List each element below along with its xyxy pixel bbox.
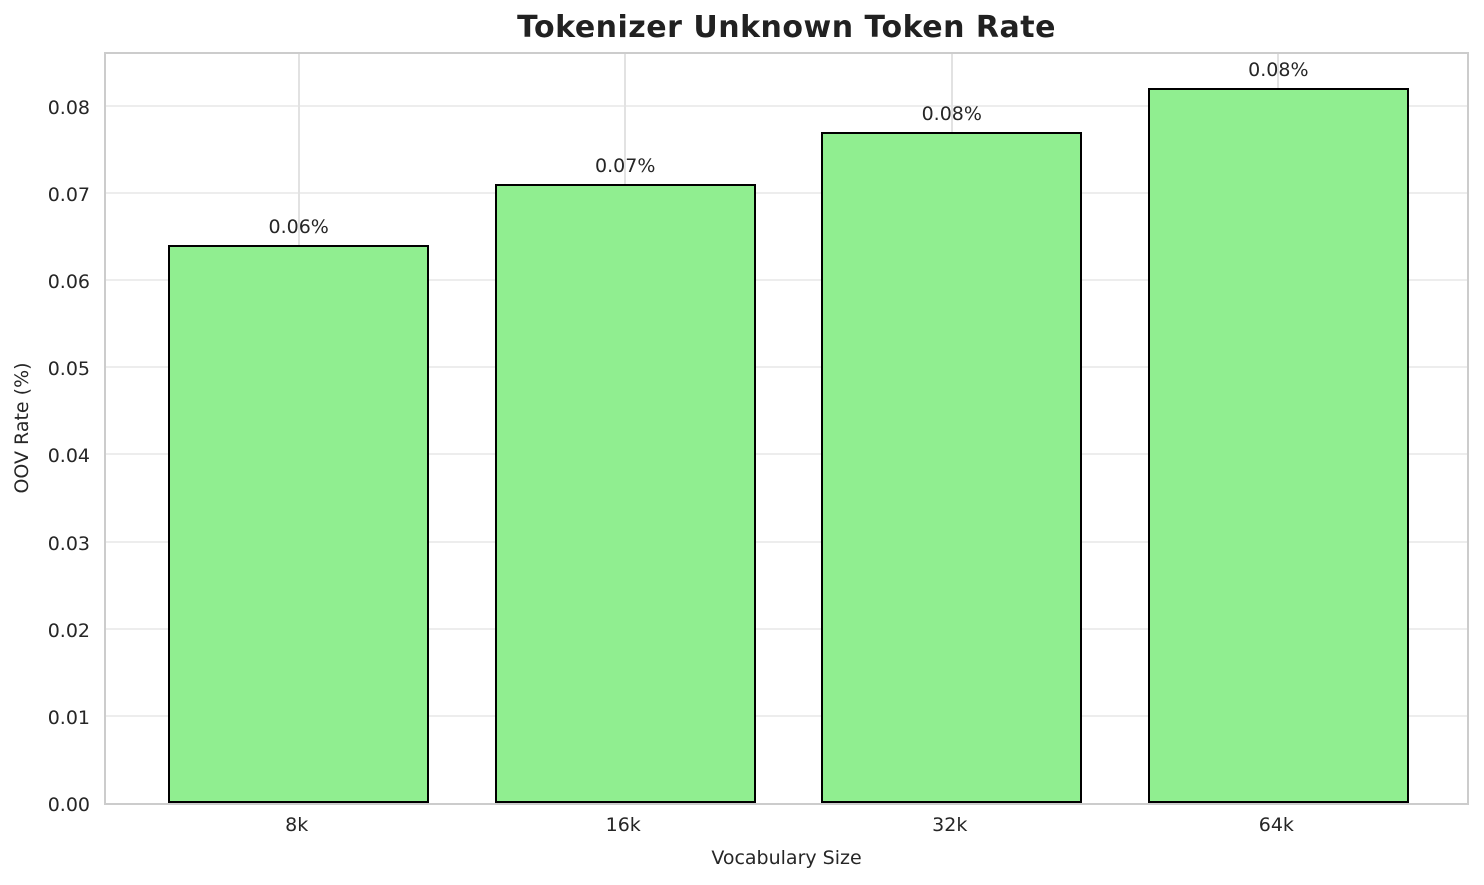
y-tick-label: 0.01 [47, 706, 90, 729]
y-gridline [106, 540, 1467, 543]
y-tick-label: 0.02 [47, 619, 90, 642]
bar-value-label: 0.08% [921, 102, 982, 125]
y-tick-label: 0.04 [47, 445, 90, 468]
plot-area: 0.06% 0.07% 0.08% 0.08% [104, 52, 1469, 805]
y-gridline [106, 714, 1467, 717]
y-gridline [106, 279, 1467, 282]
y-tick-label: 0.00 [47, 794, 90, 816]
bar-value-label: 0.06% [268, 216, 329, 239]
y-gridline [106, 366, 1467, 369]
y-tick-label: 0.07 [47, 183, 90, 206]
x-tick-label: 64k [1258, 814, 1294, 836]
y-tick-label: 0.06 [47, 271, 90, 294]
y-gridline [106, 453, 1467, 456]
x-tick-label: 32k [932, 814, 968, 836]
x-axis-label: Vocabulary Size [711, 847, 862, 869]
bar-32k [821, 131, 1083, 803]
y-gridline [106, 191, 1467, 194]
bar-16k [494, 184, 756, 803]
y-axis-label: OOV Rate (%) [11, 362, 33, 494]
bar-value-label: 0.08% [1248, 59, 1309, 82]
bar-8k [168, 245, 430, 803]
x-tick-label: 8k [285, 814, 309, 836]
chart-title: Tokenizer Unknown Token Rate [517, 10, 1056, 45]
y-gridline [106, 627, 1467, 630]
y-tick-label: 0.05 [47, 358, 90, 381]
x-tick-label: 16k [605, 814, 641, 836]
bar-value-label: 0.07% [595, 155, 656, 178]
y-tick-label: 0.08 [47, 96, 90, 119]
y-tick-label: 0.03 [47, 532, 90, 555]
y-gridline [106, 104, 1467, 107]
bar-64k [1147, 88, 1409, 803]
